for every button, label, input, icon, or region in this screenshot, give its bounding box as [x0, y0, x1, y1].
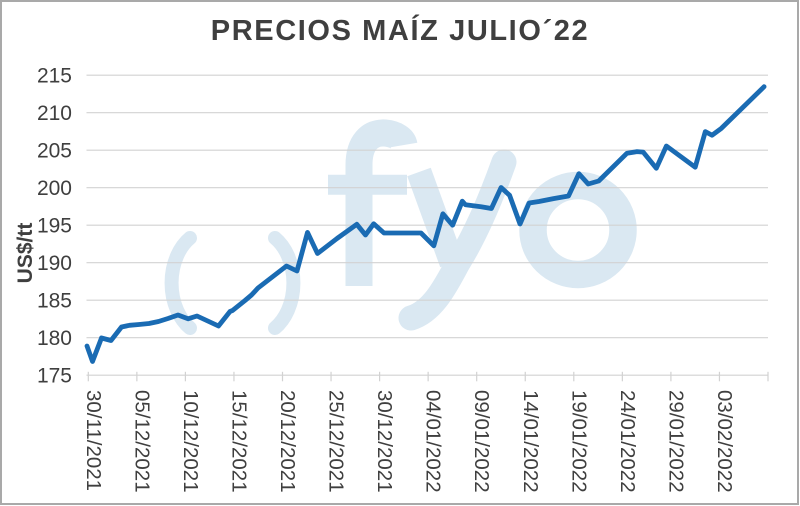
svg-text:09/01/2022: 09/01/2022	[470, 390, 493, 493]
svg-text:05/12/2021: 05/12/2021	[130, 390, 153, 493]
svg-text:205: 205	[37, 140, 72, 163]
svg-text:20/12/2021: 20/12/2021	[276, 390, 299, 493]
svg-text:24/01/2022: 24/01/2022	[616, 390, 639, 493]
svg-text:185: 185	[37, 290, 72, 313]
svg-text:04/01/2022: 04/01/2022	[422, 390, 445, 493]
svg-text:03/02/2022: 03/02/2022	[713, 390, 736, 493]
svg-text:30/11/2021: 30/11/2021	[82, 390, 105, 491]
svg-text:10/12/2021: 10/12/2021	[179, 390, 202, 493]
svg-text:210: 210	[37, 102, 72, 125]
svg-text:US$/tt: US$/tt	[14, 223, 37, 284]
svg-text:14/01/2022: 14/01/2022	[519, 390, 542, 493]
svg-text:200: 200	[37, 177, 72, 200]
svg-text:15/12/2021: 15/12/2021	[227, 390, 250, 493]
svg-text:175: 175	[37, 365, 72, 388]
svg-text:190: 190	[37, 252, 72, 275]
svg-text:19/01/2022: 19/01/2022	[567, 390, 590, 493]
svg-text:25/12/2021: 25/12/2021	[325, 390, 348, 493]
svg-text:215: 215	[37, 65, 72, 88]
svg-text:29/01/2022: 29/01/2022	[664, 390, 687, 493]
svg-text:30/12/2021: 30/12/2021	[373, 390, 396, 493]
svg-text:PRECIOS MAÍZ JULIO´22: PRECIOS MAÍZ JULIO´22	[211, 13, 589, 47]
svg-text:195: 195	[37, 215, 72, 238]
svg-text:180: 180	[37, 327, 72, 350]
